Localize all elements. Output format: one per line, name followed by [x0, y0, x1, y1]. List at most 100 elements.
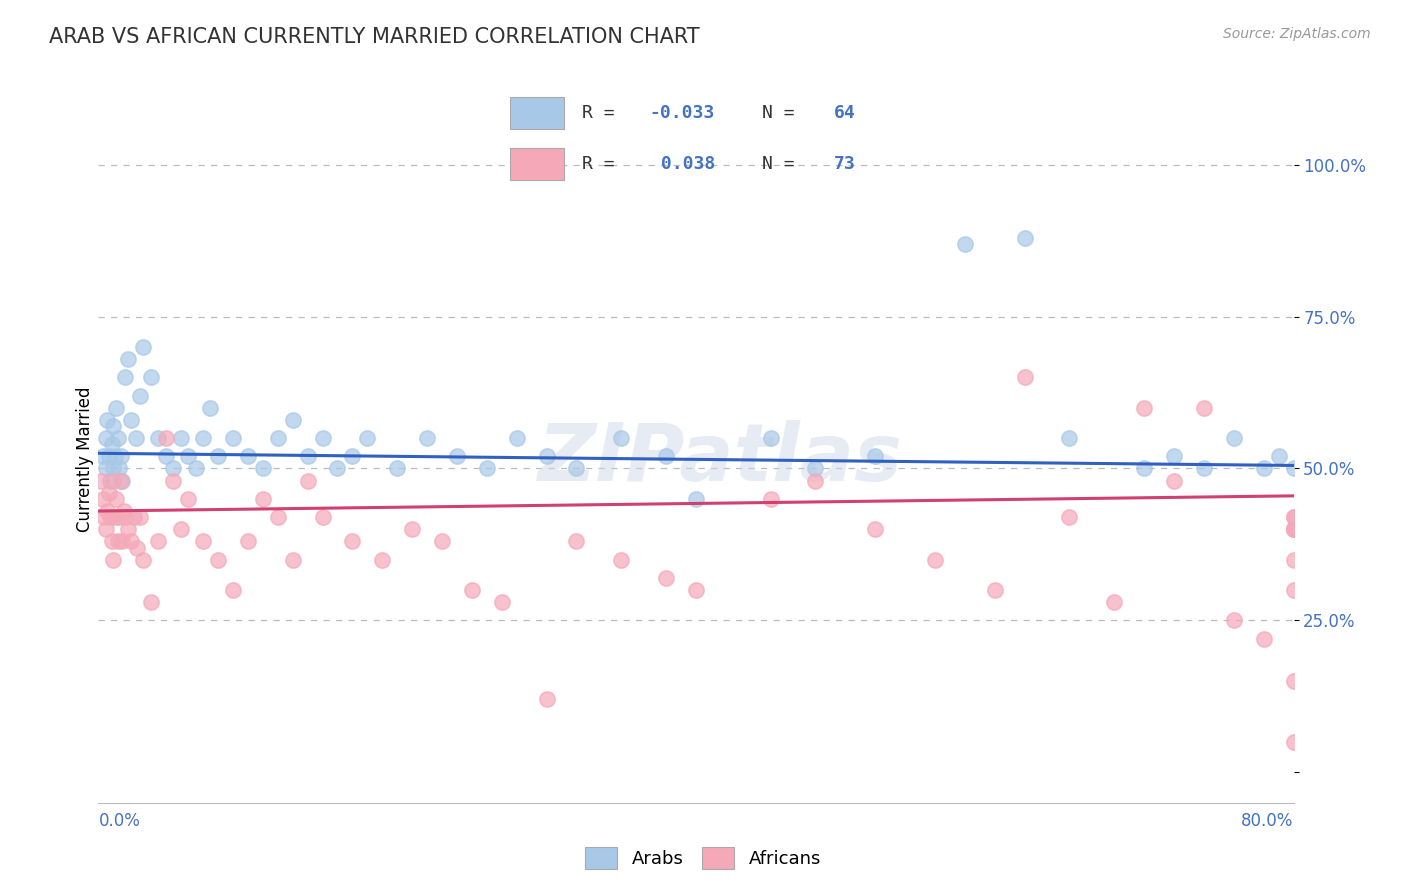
Point: [132, 340, 155, 354]
Point: [108, 510, 131, 524]
Point: [1014, 370, 1036, 384]
Point: [105, 401, 128, 415]
Point: [177, 450, 200, 464]
Point: [1282, 522, 1305, 536]
Text: 80.0%: 80.0%: [1241, 812, 1294, 830]
Text: ARAB VS AFRICAN CURRENTLY MARRIED CORRELATION CHART: ARAB VS AFRICAN CURRENTLY MARRIED CORREL…: [49, 27, 700, 46]
Point: [655, 571, 678, 585]
Point: [101, 437, 124, 451]
Point: [191, 534, 214, 549]
Point: [103, 552, 125, 566]
Point: [148, 431, 170, 445]
Point: [117, 522, 139, 536]
Point: [565, 461, 588, 475]
Point: [107, 431, 129, 445]
Point: [94, 522, 117, 536]
Point: [1282, 552, 1305, 566]
Point: [1282, 583, 1305, 598]
Point: [297, 474, 319, 488]
Point: [110, 474, 132, 488]
Point: [1014, 230, 1036, 244]
Point: [1059, 431, 1081, 445]
Point: [222, 431, 245, 445]
Point: [252, 491, 274, 506]
Point: [124, 510, 146, 524]
Point: [924, 552, 946, 566]
Point: [865, 522, 887, 536]
Point: [236, 450, 259, 464]
Point: [461, 583, 484, 598]
Point: [125, 431, 148, 445]
Point: [1282, 461, 1305, 475]
Point: [610, 431, 633, 445]
Point: [114, 510, 136, 524]
Point: [1282, 735, 1305, 749]
Point: [430, 534, 453, 549]
Point: [107, 534, 129, 549]
Point: [120, 413, 142, 427]
Legend: Arabs, Africans: Arabs, Africans: [576, 838, 830, 879]
Text: Source: ZipAtlas.com: Source: ZipAtlas.com: [1223, 27, 1371, 41]
Point: [112, 504, 135, 518]
Point: [94, 461, 117, 475]
Point: [565, 534, 588, 549]
Point: [177, 491, 200, 506]
Point: [97, 485, 120, 500]
Text: 0.0%: 0.0%: [98, 812, 141, 830]
Point: [222, 583, 245, 598]
Point: [385, 461, 409, 475]
Point: [281, 552, 304, 566]
Point: [536, 692, 558, 706]
Point: [103, 419, 125, 434]
Point: [108, 461, 131, 475]
Point: [1282, 510, 1305, 524]
Point: [1282, 522, 1305, 536]
Point: [110, 450, 132, 464]
Point: [1267, 450, 1289, 464]
Point: [1192, 401, 1215, 415]
Point: [311, 431, 333, 445]
Point: [169, 522, 191, 536]
Point: [139, 370, 162, 384]
Point: [1133, 461, 1156, 475]
Point: [685, 491, 707, 506]
Point: [129, 510, 152, 524]
Point: [1253, 461, 1275, 475]
Point: [1282, 522, 1305, 536]
Point: [93, 510, 115, 524]
Text: N =: N =: [762, 103, 806, 121]
Point: [98, 474, 122, 488]
Point: [162, 461, 184, 475]
Point: [114, 370, 136, 384]
Text: -0.033: -0.033: [650, 103, 714, 121]
Point: [1282, 522, 1305, 536]
Point: [200, 401, 222, 415]
Point: [148, 534, 170, 549]
Point: [401, 522, 423, 536]
Point: [207, 450, 229, 464]
Point: [139, 595, 162, 609]
Text: 73: 73: [834, 155, 856, 173]
Point: [326, 461, 349, 475]
Point: [491, 595, 513, 609]
Point: [506, 431, 529, 445]
Point: [655, 450, 678, 464]
Point: [132, 552, 155, 566]
Point: [236, 534, 259, 549]
Point: [311, 510, 333, 524]
Point: [94, 431, 117, 445]
Point: [155, 450, 177, 464]
Point: [342, 534, 364, 549]
Point: [1163, 450, 1185, 464]
Point: [117, 352, 139, 367]
Point: [252, 461, 274, 475]
Point: [103, 474, 125, 488]
Point: [267, 431, 290, 445]
Point: [127, 541, 149, 555]
Point: [984, 583, 1007, 598]
Point: [98, 510, 122, 524]
Point: [97, 450, 120, 464]
Text: R =: R =: [582, 103, 626, 121]
FancyBboxPatch shape: [510, 147, 564, 180]
Point: [865, 450, 887, 464]
